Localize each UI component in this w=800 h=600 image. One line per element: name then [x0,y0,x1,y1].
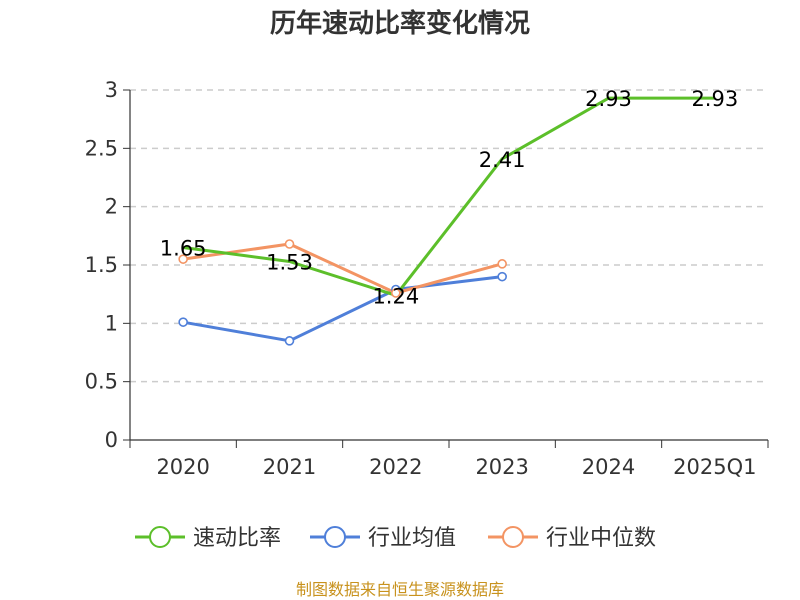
data-label: 2.41 [479,148,526,172]
series-lines [182,96,715,343]
legend-label: 速动比率 [193,526,281,551]
x-tick-label: 2020 [156,455,209,479]
data-point [391,288,401,298]
x-tick-label: 2025Q1 [673,455,756,479]
data-point [178,254,188,264]
chart-title: 历年速动比率变化情况 [270,8,530,39]
grid [130,89,768,383]
data-label: 1.24 [372,284,419,308]
data-label: 1.53 [266,251,313,275]
x-tick-label: 2024 [582,455,635,479]
series-line-1 [182,275,503,343]
x-tick-label: 2023 [475,455,528,479]
legend-item[interactable]: 行业均值 [310,526,456,551]
legend-item[interactable]: 行业中位数 [488,526,656,551]
data-point [284,336,295,346]
axes: 0 0.5 1 1.5 2 2.5 3 2020 2021 2022 2023 2024 2025Q1 [85,78,769,479]
data-label: 2.93 [585,87,632,111]
data-point [497,271,507,282]
y-tick-label: 1 [105,311,118,335]
data-point [497,259,507,269]
x-tick-label: 2022 [369,455,422,479]
legend[interactable]: 速动比率 行业均值 行业中位数 [135,526,656,551]
legend-marker [149,526,171,548]
series-line-2 [182,242,503,295]
data-labels: 1.65 1.53 1.24 2.41 2.93 2.93 [160,87,738,308]
data-point [284,239,295,249]
data-label: 1.65 [160,237,207,261]
y-tick-label: 1.5 [85,253,118,277]
y-tick-label: 2.5 [85,136,118,160]
data-point [178,317,188,327]
legend-marker [502,526,524,548]
source-note: 制图数据来自恒生聚源数据库 [296,580,504,599]
legend-label: 行业中位数 [546,526,656,551]
y-tick-label: 2 [105,195,118,219]
series-points [178,239,507,346]
series-line-0 [182,96,715,297]
legend-marker [324,526,346,548]
legend-item[interactable]: 速动比率 [135,526,281,551]
x-tick-label: 2021 [263,455,316,479]
y-tick-label: 0 [105,428,118,452]
y-tick-label: 3 [105,78,118,102]
legend-label: 行业均值 [368,526,456,551]
data-label: 2.93 [691,87,738,111]
y-tick-label: 0.5 [85,370,118,394]
